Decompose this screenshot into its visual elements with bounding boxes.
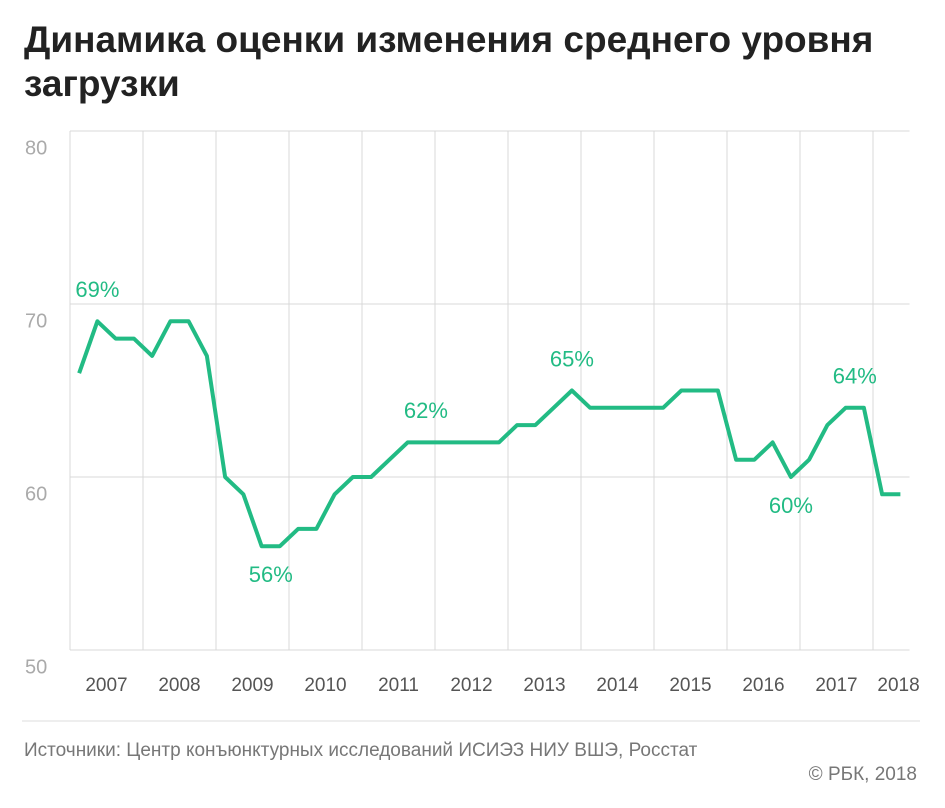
y-tick-label: 80	[25, 137, 47, 159]
x-tick-label: 2013	[523, 675, 565, 696]
chart-title: Динамика оценки изменения среднего уровн…	[24, 19, 874, 104]
y-tick-label: 50	[25, 656, 47, 678]
x-tick-label: 2016	[742, 675, 784, 696]
annotation: 56%	[249, 562, 293, 587]
x-tick-label: 2012	[450, 675, 492, 696]
x-tick-label: 2018	[877, 675, 919, 696]
x-tick-label: 2015	[669, 675, 711, 696]
annotation: 69%	[75, 277, 119, 302]
source: Источники: Центр конъюнктурных исследова…	[24, 740, 698, 761]
x-tick-label: 2007	[85, 675, 127, 696]
annotation: 60%	[769, 493, 813, 518]
y-tick-label: 60	[25, 483, 47, 505]
y-tick-label: 70	[25, 310, 47, 332]
data-line	[77, 319, 901, 549]
x-tick-label: 2010	[304, 675, 346, 696]
annotation: 64%	[833, 364, 877, 389]
x-tick-label: 2011	[378, 675, 419, 696]
credit: © РБК, 2018	[808, 764, 917, 785]
x-tick-label: 2017	[815, 675, 857, 696]
x-tick-label: 2009	[231, 675, 273, 696]
annotation: 65%	[550, 346, 594, 371]
annotation: 62%	[404, 398, 448, 423]
x-tick-label: 2008	[158, 675, 200, 696]
x-tick-label: 2014	[596, 675, 639, 696]
